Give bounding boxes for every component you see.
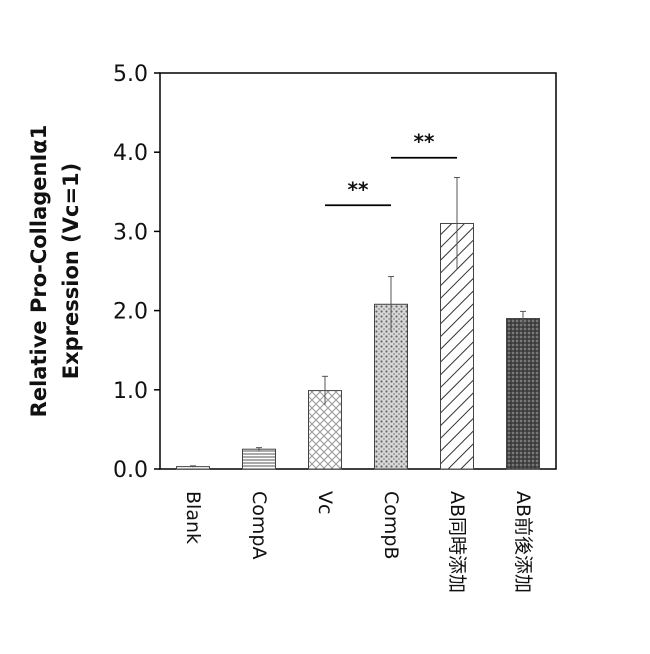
significance-label-0: ** — [348, 177, 369, 201]
y-tick-label: 5.0 — [113, 62, 148, 87]
x-category-label: AB同時添加 — [446, 491, 468, 593]
x-category-label: CompA — [248, 491, 270, 559]
x-category-label: CompB — [380, 491, 402, 560]
x-category-label: AB前後添加 — [512, 491, 534, 593]
x-category-label: Blank — [182, 491, 204, 544]
bar-1 — [242, 448, 276, 470]
error-bar-4 — [454, 177, 460, 270]
y-tick-label: 1.0 — [113, 379, 148, 404]
plot-area-frame — [159, 72, 557, 470]
error-bar-1 — [256, 447, 262, 451]
x-category-label: Vc — [314, 491, 336, 514]
significance-label-1: ** — [414, 130, 435, 154]
y-axis-label-line-2: Expression (Vc=1) — [59, 163, 83, 380]
y-axis-label-line-1: Relative Pro-CollagenIα1 — [27, 125, 51, 418]
error-bar-2 — [322, 375, 328, 405]
error-bar-5 — [520, 310, 526, 326]
y-tick-label: 4.0 — [113, 141, 148, 166]
y-tick-label: 0.0 — [113, 458, 148, 483]
y-tick-label: 2.0 — [113, 300, 148, 325]
y-tick-label: 3.0 — [113, 220, 148, 245]
bar-5 — [506, 318, 540, 470]
error-bar-3 — [388, 276, 394, 332]
error-bar-0 — [190, 465, 196, 468]
